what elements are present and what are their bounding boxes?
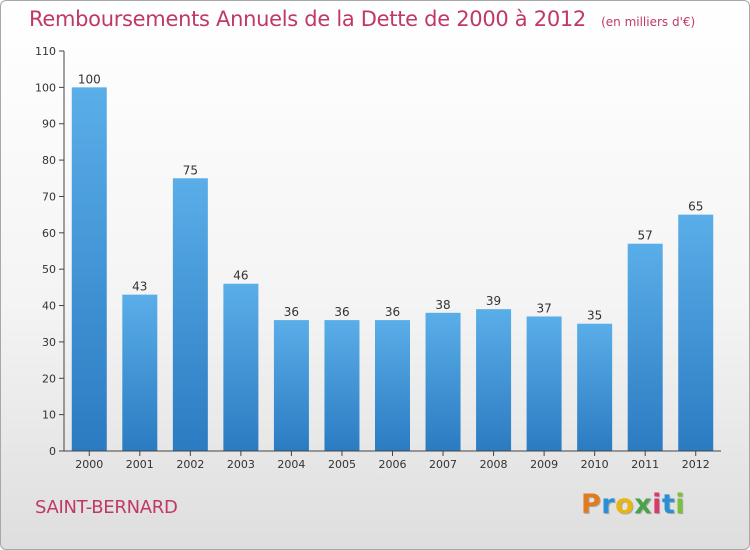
chart-title: Remboursements Annuels de la Dette de 20…	[29, 7, 695, 31]
bars: 100 43 75 46 36 36 36 38 39 37 35 57 65	[71, 72, 714, 452]
bar	[627, 243, 663, 451]
logo-letter: P	[581, 489, 602, 520]
y-tick-label: 70	[42, 190, 56, 203]
commune-name: SAINT-BERNARD	[35, 497, 178, 518]
bar	[273, 320, 309, 451]
bar-value-label: 39	[486, 294, 501, 308]
y-tick-label: 10	[42, 409, 56, 422]
bar-value-label: 36	[284, 305, 299, 319]
bar-value-label: 100	[78, 72, 101, 86]
y-tick-label: 30	[42, 336, 56, 349]
bar-value-label: 65	[688, 200, 703, 214]
y-tick-label: 40	[42, 300, 56, 313]
bar	[476, 309, 512, 451]
x-tick-label: 2011	[631, 458, 659, 471]
logo-letter: t	[661, 489, 676, 520]
x-tick-label: 2008	[480, 458, 508, 471]
bar-value-label: 37	[536, 301, 551, 315]
y-tick-label: 50	[42, 263, 56, 276]
y-tick-label: 110	[35, 45, 56, 58]
logo-letter: o	[615, 489, 635, 520]
y-tick-label: 0	[49, 445, 56, 458]
x-tick-label: 2006	[379, 458, 407, 471]
proxiti-logo: Proxiti	[581, 489, 685, 520]
bar	[324, 320, 360, 451]
bar-value-label: 38	[435, 298, 450, 312]
bar	[577, 323, 613, 451]
x-tick-label: 2012	[682, 458, 710, 471]
bar	[122, 294, 158, 451]
x-tick-label: 2003	[227, 458, 255, 471]
x-tick-label: 2002	[176, 458, 204, 471]
x-tick-label: 2004	[277, 458, 305, 471]
bar-value-label: 36	[385, 305, 400, 319]
x-tick-label: 2001	[126, 458, 154, 471]
y-tick-label: 100	[35, 81, 56, 94]
bar	[71, 87, 107, 451]
bar-value-label: 57	[638, 229, 653, 243]
x-tick-label: 2010	[581, 458, 609, 471]
y-tick-label: 80	[42, 154, 56, 167]
x-tick-label: 2007	[429, 458, 457, 471]
y-tick-label: 20	[42, 372, 56, 385]
y-tick-label: 90	[42, 118, 56, 131]
bar	[375, 320, 410, 451]
bar-value-label: 35	[587, 309, 602, 323]
x-tick-label: 2005	[328, 458, 356, 471]
bar	[526, 316, 562, 451]
x-axis: 2000 2001 2002 2003 2004 2005 2006 2007 2008 2009…	[64, 450, 721, 471]
bar	[678, 214, 714, 451]
bar-value-label: 46	[233, 269, 248, 283]
x-tick-label: 2000	[75, 458, 103, 471]
chart-subtitle: (en milliers d'€)	[601, 15, 696, 29]
chart-title-text: Remboursements Annuels de la Dette de 20…	[29, 7, 586, 31]
logo-letter: x	[634, 489, 653, 520]
y-tick-label: 60	[42, 227, 56, 240]
bar	[223, 283, 259, 451]
bar-value-label: 36	[334, 305, 349, 319]
bar-value-label: 75	[183, 163, 198, 177]
logo-letter: i	[675, 489, 686, 520]
bar-value-label: 43	[132, 280, 147, 294]
logo-letter: i	[652, 489, 662, 520]
x-tick-label: 2009	[530, 458, 558, 471]
y-axis: 0 10 20 30 40 50 60 70 80 90 100 110	[35, 45, 65, 458]
bar	[425, 312, 461, 451]
logo-letter: r	[601, 489, 616, 520]
bar	[172, 178, 208, 452]
